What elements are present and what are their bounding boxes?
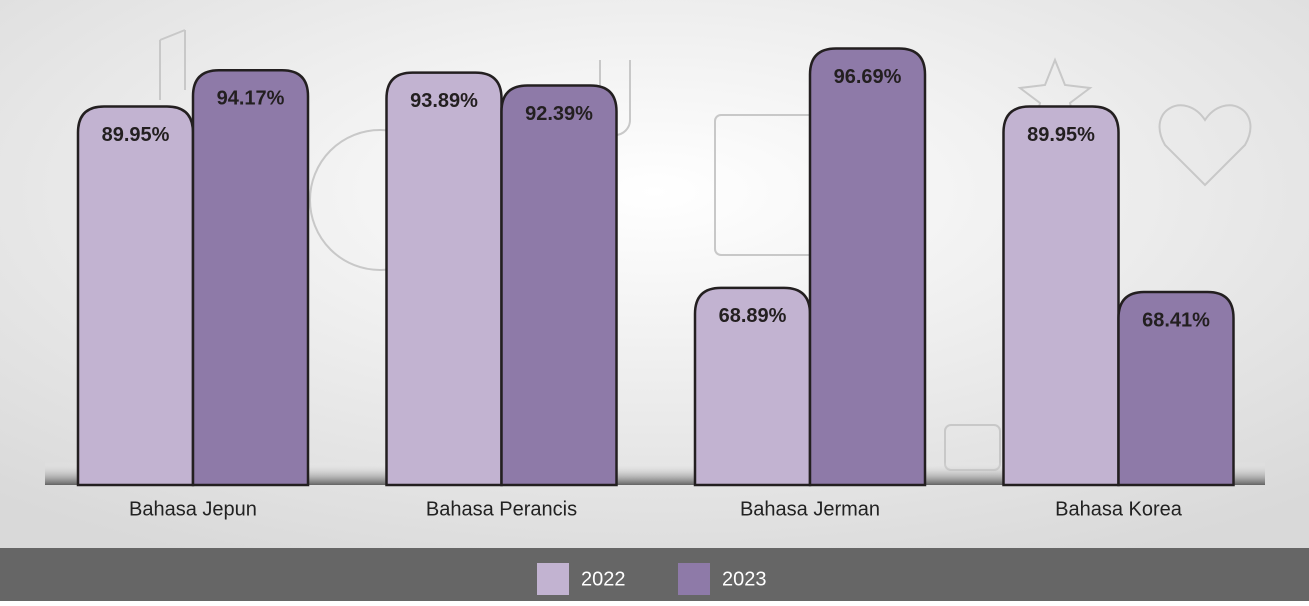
bar bbox=[385, 71, 503, 487]
legend-label: 2022 bbox=[581, 568, 626, 590]
baseline-shadow bbox=[45, 462, 1265, 485]
bar bbox=[808, 47, 927, 487]
data-label: 89.95% bbox=[102, 124, 170, 146]
x-tick-label: Bahasa Korea bbox=[1055, 498, 1183, 520]
x-tick-label: Bahasa Jerman bbox=[740, 498, 880, 520]
bar bbox=[1117, 290, 1235, 487]
bar bbox=[76, 105, 195, 487]
data-label: 68.89% bbox=[719, 305, 787, 327]
x-tick-label: Bahasa Jepun bbox=[129, 498, 257, 520]
data-label: 89.95% bbox=[1027, 124, 1095, 146]
legend-label: 2023 bbox=[722, 568, 767, 590]
legend-bar bbox=[0, 548, 1309, 601]
x-tick-label: Bahasa Perancis bbox=[426, 498, 577, 520]
legend-swatch bbox=[537, 563, 569, 595]
bar bbox=[500, 84, 618, 487]
data-label: 92.39% bbox=[525, 103, 593, 125]
data-label: 96.69% bbox=[834, 66, 902, 88]
data-label: 93.89% bbox=[410, 90, 478, 112]
bar bbox=[191, 68, 310, 487]
bar bbox=[1002, 105, 1120, 487]
legend-swatch bbox=[678, 563, 710, 595]
data-label: 94.17% bbox=[217, 87, 285, 109]
data-label: 68.41% bbox=[1142, 309, 1210, 331]
